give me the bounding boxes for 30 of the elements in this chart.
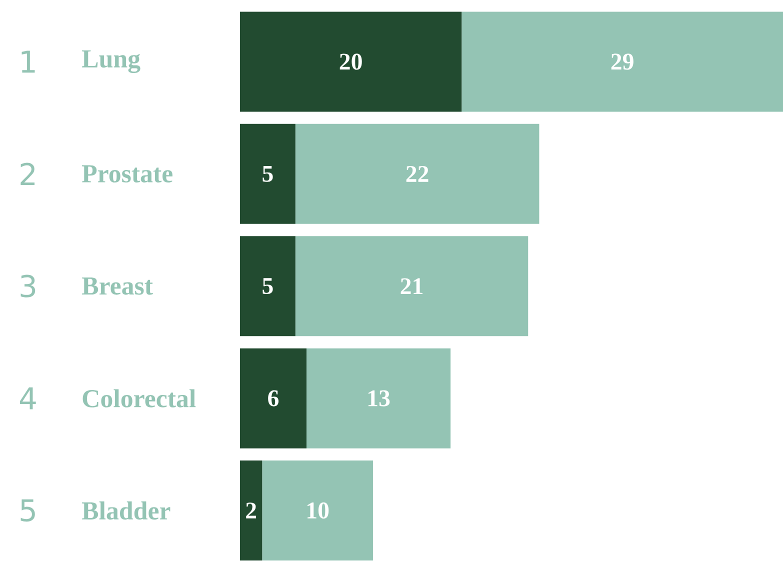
data-label: 20 (340, 54, 362, 70)
data-label: 29 (611, 54, 634, 70)
text: 2 (20, 162, 35, 185)
data-label: 5 (262, 166, 273, 182)
y-tick-label: Prostate (82, 165, 172, 183)
y-tick-label: Lung (82, 50, 140, 74)
data-label: 2 (246, 502, 256, 518)
bar (240, 12, 462, 112)
bar (462, 12, 783, 112)
text: 3 (20, 274, 36, 298)
bar (240, 348, 306, 448)
data-label: 10 (308, 502, 329, 519)
bar (262, 460, 373, 561)
y-tick-label: Breast (82, 277, 153, 295)
text: 1 (22, 50, 35, 73)
data-label: 6 (268, 390, 279, 406)
bar (240, 460, 262, 561)
text: 4 (20, 387, 36, 410)
data-label: 21 (400, 278, 422, 294)
y-tick-label: Bladder (82, 501, 170, 520)
bar (295, 124, 540, 224)
y-tick-label: Colorectal (82, 389, 196, 408)
bar (240, 236, 296, 336)
bar (240, 124, 296, 224)
data-label: 22 (406, 166, 428, 182)
text: 5 (20, 499, 35, 522)
data-label: 13 (368, 390, 390, 406)
data-label: 5 (262, 278, 273, 294)
bar (295, 236, 528, 336)
bar (306, 348, 451, 448)
